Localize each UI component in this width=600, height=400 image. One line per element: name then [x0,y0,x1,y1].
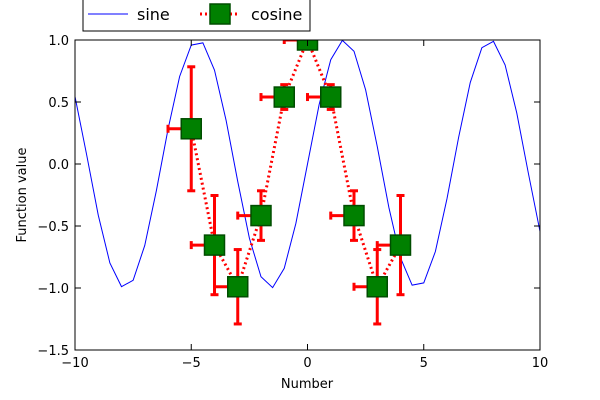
legend-sine-label: sine [137,5,170,24]
x-tick-label: 10 [532,356,549,371]
legend-cosine-label: cosine [251,5,302,24]
axis-ticks: −10 −5 0 5 10 −1.5 −1.0 −0.5 0.0 0.5 1.0 [37,34,548,371]
cosine-point-marker [250,204,272,227]
x-tick-label: 5 [420,356,428,371]
x-axis-label: Number [281,377,334,392]
y-tick-label: 0.5 [48,96,69,111]
y-tick-label: −0.5 [37,220,69,235]
cosine-point-marker [227,276,249,298]
y-axis-label: Function value [15,148,30,243]
cosine-point-marker [389,234,412,256]
cosine-point-marker [203,234,226,256]
cosine-point-marker [320,86,342,108]
cosine-point-marker [366,276,388,298]
legend: sine cosine [82,0,311,32]
y-tick-label: 1.0 [48,34,69,49]
cosine-point-marker [343,204,365,227]
cosine-point-marker [273,86,295,108]
x-tick-label: −10 [61,356,88,371]
x-tick-label: 0 [303,356,311,371]
x-tick-label: −5 [182,356,201,371]
y-tick-label: −1.5 [37,344,69,359]
plot-area [75,40,540,326]
y-tick-label: 0.0 [48,158,69,173]
sine-series-line [75,40,540,289]
legend-box [82,0,311,32]
plot-frame [74,39,541,351]
y-tick-label: −1.0 [37,282,69,297]
legend-cosine-marker-swatch [209,3,231,25]
cosine-point-marker [180,118,202,140]
